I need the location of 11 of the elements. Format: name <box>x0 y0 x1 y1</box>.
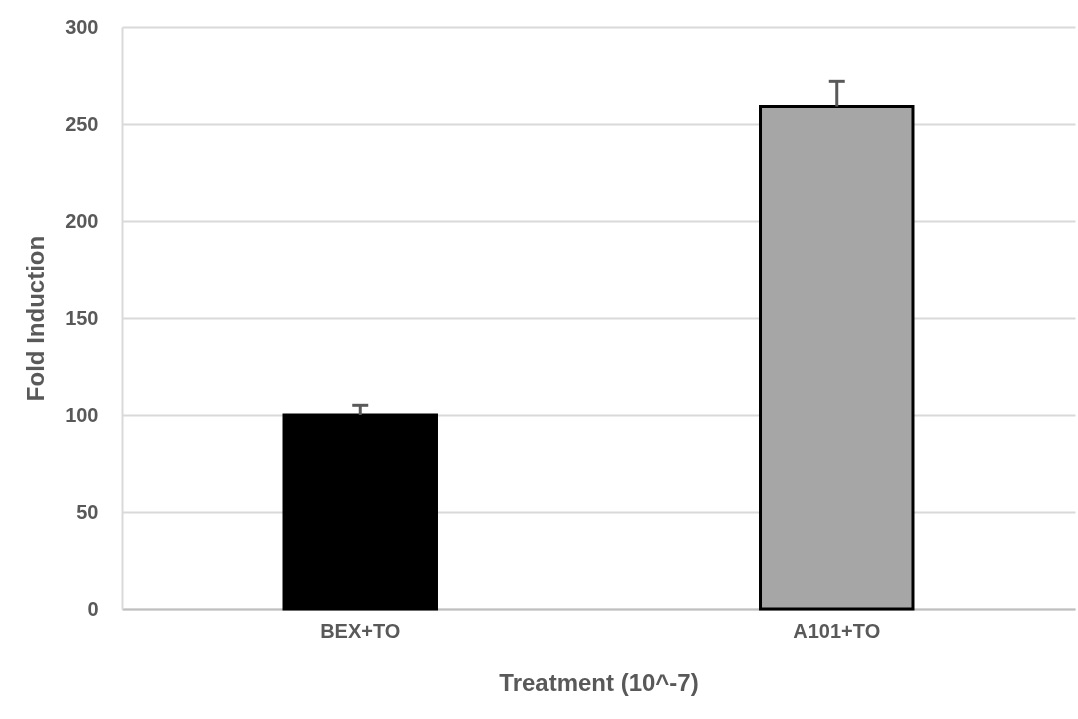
y-tick-label: 150 <box>65 306 99 329</box>
x-tick-label: BEX+TO <box>320 619 401 642</box>
y-tick-label: 300 <box>65 15 99 38</box>
y-tick-label: 200 <box>65 209 99 232</box>
y-tick-label: 250 <box>65 112 99 135</box>
y-axis-title: Fold Induction <box>22 235 50 402</box>
y-tick-label: 100 <box>65 403 99 426</box>
y-tick-label: 50 <box>76 500 99 523</box>
y-tick-label: 0 <box>87 597 99 620</box>
x-axis-title: Treatment (10^-7) <box>499 668 699 696</box>
x-tick-label: A101+TO <box>793 619 881 642</box>
